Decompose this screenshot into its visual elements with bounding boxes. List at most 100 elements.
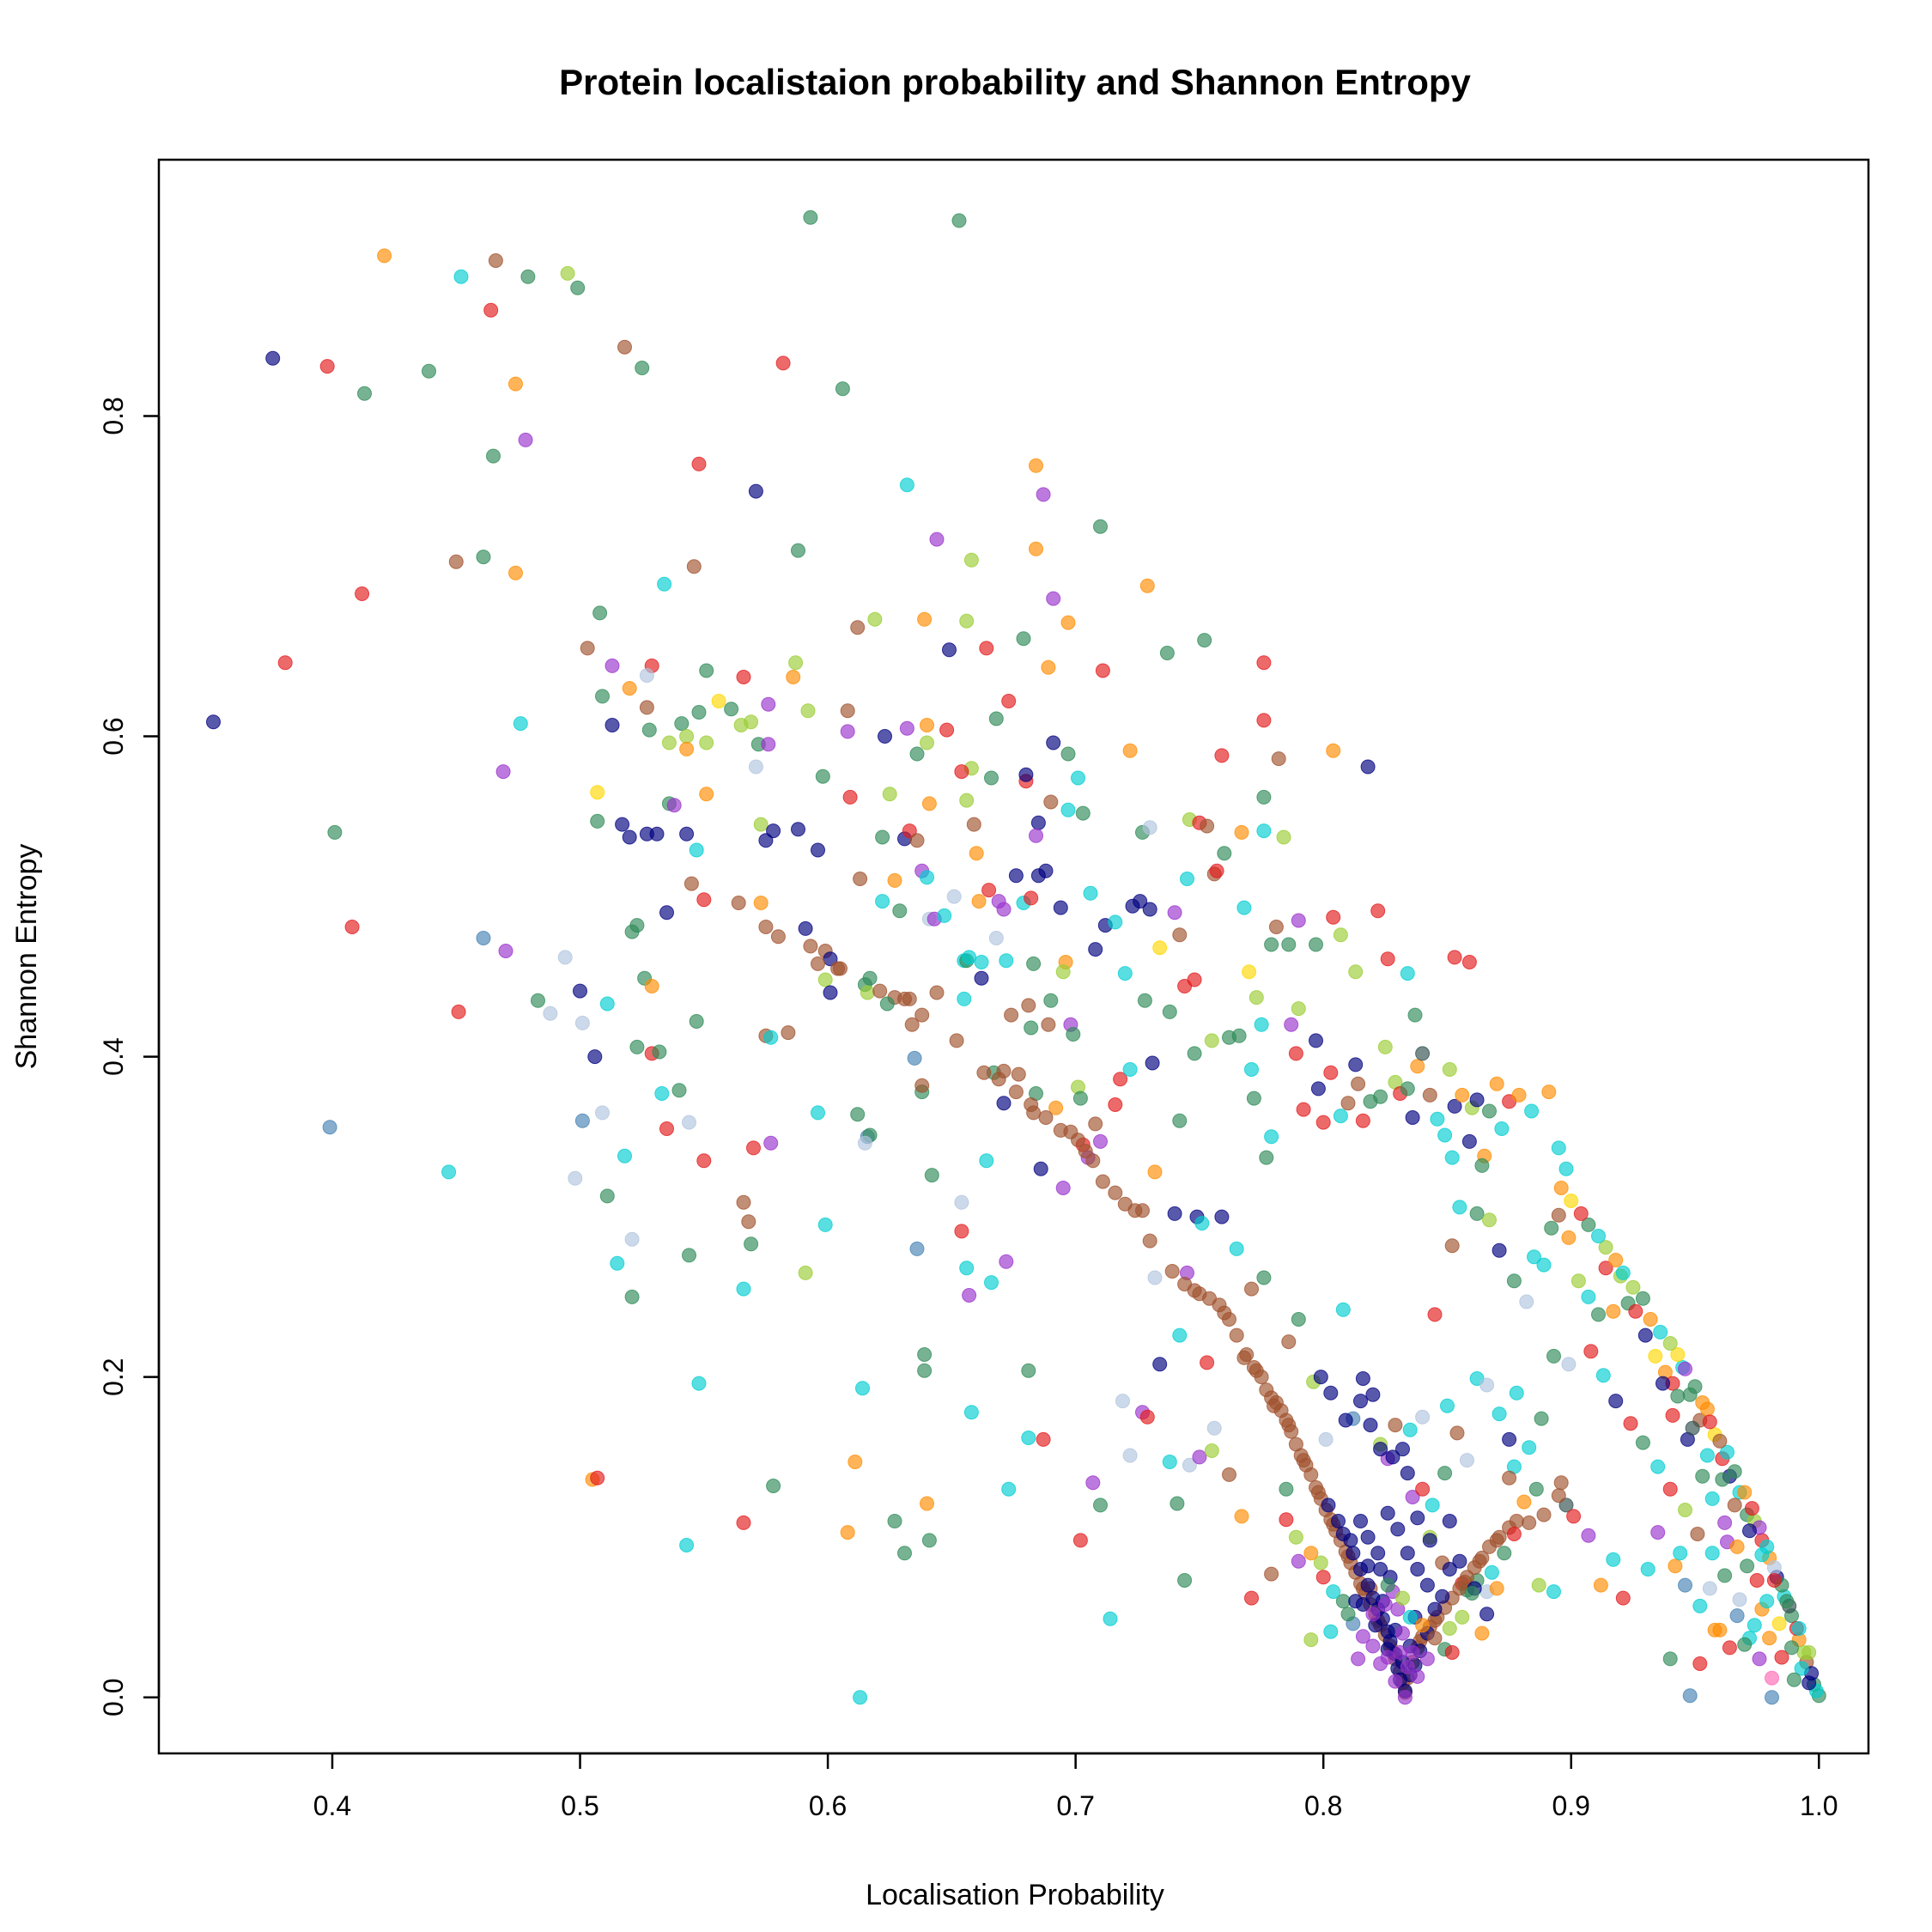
data-point bbox=[1509, 1514, 1524, 1528]
data-point bbox=[590, 813, 605, 829]
data-point bbox=[966, 817, 981, 832]
data-point bbox=[1029, 541, 1043, 556]
data-point bbox=[674, 716, 690, 732]
data-point bbox=[959, 613, 975, 629]
data-point bbox=[1791, 1621, 1807, 1636]
data-point bbox=[682, 1248, 696, 1263]
data-point bbox=[798, 1265, 813, 1280]
data-point bbox=[1370, 903, 1386, 919]
data-point bbox=[1053, 900, 1068, 915]
data-point bbox=[1291, 1001, 1306, 1017]
data-point bbox=[1303, 1632, 1319, 1648]
data-point bbox=[1449, 1425, 1465, 1441]
data-point bbox=[1702, 1414, 1717, 1430]
data-point bbox=[1400, 1466, 1415, 1481]
data-point bbox=[909, 1241, 925, 1256]
data-point bbox=[1427, 1601, 1443, 1617]
data-point bbox=[1192, 1449, 1207, 1465]
data-point bbox=[679, 1538, 695, 1552]
data-point bbox=[781, 1025, 796, 1041]
data-point bbox=[483, 302, 499, 318]
data-point bbox=[1066, 1027, 1081, 1042]
data-point bbox=[1519, 1294, 1534, 1309]
data-point bbox=[1534, 1411, 1549, 1426]
data-point bbox=[1702, 1581, 1717, 1596]
data-point bbox=[1464, 1586, 1479, 1601]
data-point bbox=[1318, 1431, 1334, 1447]
data-point bbox=[1704, 1546, 1720, 1561]
data-point bbox=[815, 769, 830, 784]
data-point bbox=[1435, 1589, 1450, 1604]
data-point bbox=[1712, 1433, 1728, 1449]
data-point bbox=[1749, 1573, 1765, 1588]
data-point bbox=[1682, 1688, 1698, 1704]
data-point bbox=[1643, 1312, 1658, 1327]
data-point bbox=[1606, 1303, 1621, 1319]
data-point bbox=[1509, 1385, 1524, 1400]
data-point bbox=[1268, 920, 1284, 934]
data-point bbox=[587, 1049, 603, 1065]
data-point bbox=[1242, 964, 1257, 980]
data-point bbox=[1704, 1491, 1720, 1506]
data-point bbox=[1759, 1594, 1775, 1609]
data-point bbox=[1060, 615, 1076, 630]
data-point bbox=[488, 253, 503, 268]
data-point bbox=[679, 729, 695, 744]
data-point bbox=[1142, 820, 1157, 835]
data-point bbox=[1786, 1672, 1801, 1687]
data-point bbox=[917, 1347, 933, 1362]
data-point bbox=[1244, 1590, 1259, 1606]
data-point bbox=[1303, 1467, 1319, 1482]
data-point bbox=[1256, 1270, 1272, 1285]
data-point bbox=[1442, 1062, 1457, 1077]
data-point bbox=[1122, 743, 1138, 758]
data-point bbox=[265, 350, 281, 366]
data-point bbox=[1628, 1303, 1643, 1319]
data-point bbox=[622, 681, 637, 696]
data-point bbox=[1377, 1039, 1393, 1054]
data-point bbox=[639, 700, 654, 715]
data-point bbox=[605, 718, 620, 732]
data-point bbox=[1442, 1621, 1457, 1636]
data-point bbox=[1048, 1100, 1064, 1115]
data-point bbox=[1502, 1431, 1517, 1447]
data-point bbox=[860, 985, 875, 1000]
data-point bbox=[1365, 1638, 1381, 1654]
data-point bbox=[1692, 1598, 1708, 1613]
data-point bbox=[1060, 802, 1076, 817]
data-point bbox=[1024, 890, 1039, 906]
data-point bbox=[1648, 1348, 1663, 1364]
y-tick-label: 0.6 bbox=[98, 717, 129, 755]
data-point bbox=[1279, 1481, 1294, 1497]
data-point bbox=[917, 1363, 933, 1378]
data-point bbox=[1363, 1418, 1378, 1433]
data-point bbox=[1021, 1363, 1036, 1378]
data-point bbox=[763, 1030, 779, 1045]
data-point bbox=[855, 1381, 870, 1396]
data-point bbox=[1402, 1609, 1418, 1625]
data-point bbox=[1115, 1394, 1130, 1409]
data-point bbox=[1187, 972, 1202, 987]
data-point bbox=[1323, 1385, 1339, 1400]
data-point bbox=[1038, 1110, 1054, 1125]
data-point bbox=[1041, 659, 1056, 675]
data-point bbox=[476, 931, 491, 945]
x-tick-label: 1.0 bbox=[1800, 1790, 1838, 1821]
data-point bbox=[1236, 900, 1252, 915]
data-point bbox=[1170, 1496, 1185, 1511]
data-point bbox=[1267, 1398, 1281, 1413]
data-point bbox=[1276, 829, 1291, 845]
data-point bbox=[929, 532, 945, 547]
data-point bbox=[962, 950, 977, 965]
data-point bbox=[592, 605, 608, 621]
data-point bbox=[1041, 1017, 1056, 1032]
data-point bbox=[1353, 1514, 1368, 1528]
data-point bbox=[1180, 872, 1194, 886]
data-point bbox=[761, 737, 776, 752]
data-point bbox=[1288, 1529, 1303, 1545]
data-point bbox=[1522, 1440, 1537, 1455]
data-point bbox=[1060, 746, 1076, 762]
data-point bbox=[1407, 1007, 1423, 1023]
data-point bbox=[1309, 1033, 1323, 1048]
data-point bbox=[1256, 823, 1272, 839]
